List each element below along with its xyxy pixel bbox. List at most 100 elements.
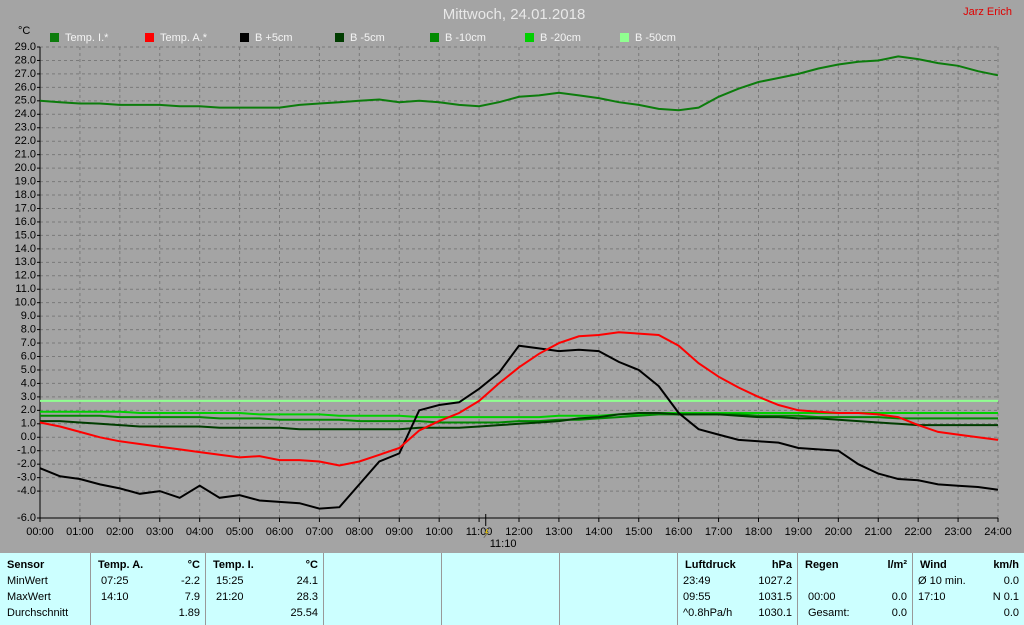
cell-value: 0.0 <box>891 591 907 603</box>
x-tick-label: 03:00 <box>146 526 174 538</box>
x-tick-label: 16:00 <box>665 526 693 538</box>
cell-time: Ø 10 min. <box>918 575 966 587</box>
y-tick-label: 28.0 <box>15 54 36 66</box>
legend-label: B -10cm <box>445 32 486 44</box>
stats-column: Regen l/m² 00:00 0.0 Gesamt: 0.0 <box>797 553 912 625</box>
column-unit: °C <box>187 559 200 571</box>
y-tick-label: 0.0 <box>21 431 36 443</box>
column-title: Temp. I. <box>213 559 254 571</box>
x-tick-label: 21:00 <box>864 526 892 538</box>
column-unit: km/h <box>993 559 1019 571</box>
y-tick-label: -6.0 <box>17 512 36 524</box>
chart-title: Mittwoch, 24.01.2018 <box>443 6 586 23</box>
cell-time: ^0.8hPa/h <box>683 607 733 619</box>
y-tick-label: 16.0 <box>15 216 36 228</box>
x-tick-label: 02:00 <box>106 526 134 538</box>
chart: Mittwoch, 24.01.2018 Jarz Erich °C 29.02… <box>15 6 1012 550</box>
y-tick-label: 29.0 <box>15 41 36 53</box>
y-tick-label: -1.0 <box>17 445 36 457</box>
empty-column <box>323 553 441 625</box>
cell-value: 1030.1 <box>758 607 792 619</box>
cell-time: 21:20 <box>216 591 244 603</box>
column-title: Luftdruck <box>685 559 736 571</box>
x-tick-label: 22:00 <box>904 526 932 538</box>
legend-swatch <box>50 33 59 42</box>
legend-label: B +5cm <box>255 32 293 44</box>
legend-swatch <box>335 33 344 42</box>
y-tick-label: 20.0 <box>15 162 36 174</box>
cell-time: 14:10 <box>101 591 129 603</box>
legend-swatch <box>525 33 534 42</box>
y-tick-label: 25.0 <box>15 95 36 107</box>
cell-value: 25.54 <box>290 607 318 619</box>
y-tick-label: -2.0 <box>17 458 36 470</box>
x-tick-label: 01:00 <box>66 526 94 538</box>
y-tick-label: 8.0 <box>21 324 36 336</box>
series-line <box>40 413 998 424</box>
x-tick-label: 18:00 <box>745 526 773 538</box>
row-label: Durchschnitt <box>7 607 69 619</box>
x-tick-label: 06:00 <box>266 526 294 538</box>
y-tick-label: 18.0 <box>15 189 36 201</box>
row-label: MinWert <box>7 575 48 587</box>
y-tick-label: 10.0 <box>15 297 36 309</box>
x-tick-label: 07:00 <box>306 526 334 538</box>
y-tick-label: 12.0 <box>15 270 36 282</box>
row-label: Sensor <box>7 559 45 571</box>
y-tick-label: 24.0 <box>15 108 36 120</box>
legend-swatch <box>620 33 629 42</box>
cell-time: 00:00 <box>808 591 836 603</box>
y-tick-label: 5.0 <box>21 364 36 376</box>
column-title: Wind <box>920 559 947 571</box>
stats-column: Temp. I. °C 15:25 24.1 21:20 28.3 25.54 <box>205 553 323 625</box>
cell-value: 24.1 <box>296 575 318 587</box>
y-tick-label: 11.0 <box>15 283 36 295</box>
row-label: MaxWert <box>7 591 51 603</box>
cell-time: 17:10 <box>918 591 946 603</box>
y-tick-label: 15.0 <box>15 229 36 241</box>
column-unit: l/m² <box>887 559 907 571</box>
x-tick-label: 09:00 <box>385 526 413 538</box>
x-tick-label: 04:00 <box>186 526 214 538</box>
stats-column: Luftdruck hPa 23:49 1027.2 09:55 1031.5 ^0.8hP… <box>677 553 797 625</box>
x-tick-label: 08:00 <box>346 526 374 538</box>
cell-value: 1027.2 <box>758 575 792 587</box>
y-tick-label: 2.0 <box>21 404 36 416</box>
cell-time: 15:25 <box>216 575 244 587</box>
x-tick-label: 13:00 <box>545 526 573 538</box>
legend-swatch <box>240 33 249 42</box>
cell-time: 09:55 <box>683 591 711 603</box>
legend-label: B -5cm <box>350 32 385 44</box>
cell-value: 1.89 <box>178 607 200 619</box>
y-tick-label: 17.0 <box>15 202 36 214</box>
x-tick-label: 24:00 <box>984 526 1012 538</box>
column-unit: °C <box>305 559 318 571</box>
x-tick-label: 23:00 <box>944 526 972 538</box>
y-tick-label: 4.0 <box>21 377 36 389</box>
cell-value: -2.2 <box>181 575 200 587</box>
y-tick-label: 26.0 <box>15 81 36 93</box>
legend-swatch <box>430 33 439 42</box>
x-tick-label: 15:00 <box>625 526 653 538</box>
series-line <box>39 331 999 467</box>
legend-label: B -50cm <box>635 32 676 44</box>
x-tick-label: 20:00 <box>825 526 853 538</box>
y-tick-label: 3.0 <box>21 391 36 403</box>
cell-value: 0.0 <box>1003 575 1019 587</box>
cell-value: 0.0 <box>1003 607 1019 619</box>
y-axis-label: °C <box>18 25 30 37</box>
x-tick-label: 12:00 <box>505 526 533 538</box>
y-tick-label: 6.0 <box>21 350 36 362</box>
stats-column: Wind km/h Ø 10 min. 0.0 17:10 N 0.1 0.0 <box>912 553 1024 625</box>
x-tick-label: 00:00 <box>26 526 54 538</box>
row-labels: Sensor MinWert MaxWert Durchschnitt <box>0 553 90 625</box>
x-tick-label: 17:00 <box>705 526 733 538</box>
column-title: Regen <box>805 559 839 571</box>
legend-label: Temp. I.* <box>65 32 109 44</box>
y-tick-label: 9.0 <box>21 310 36 322</box>
marker-icon <box>483 528 490 539</box>
y-tick-label: 14.0 <box>15 243 36 255</box>
y-tick-label: 19.0 <box>15 175 36 187</box>
x-tick-label: 19:00 <box>785 526 813 538</box>
cell-value: 28.3 <box>296 591 318 603</box>
